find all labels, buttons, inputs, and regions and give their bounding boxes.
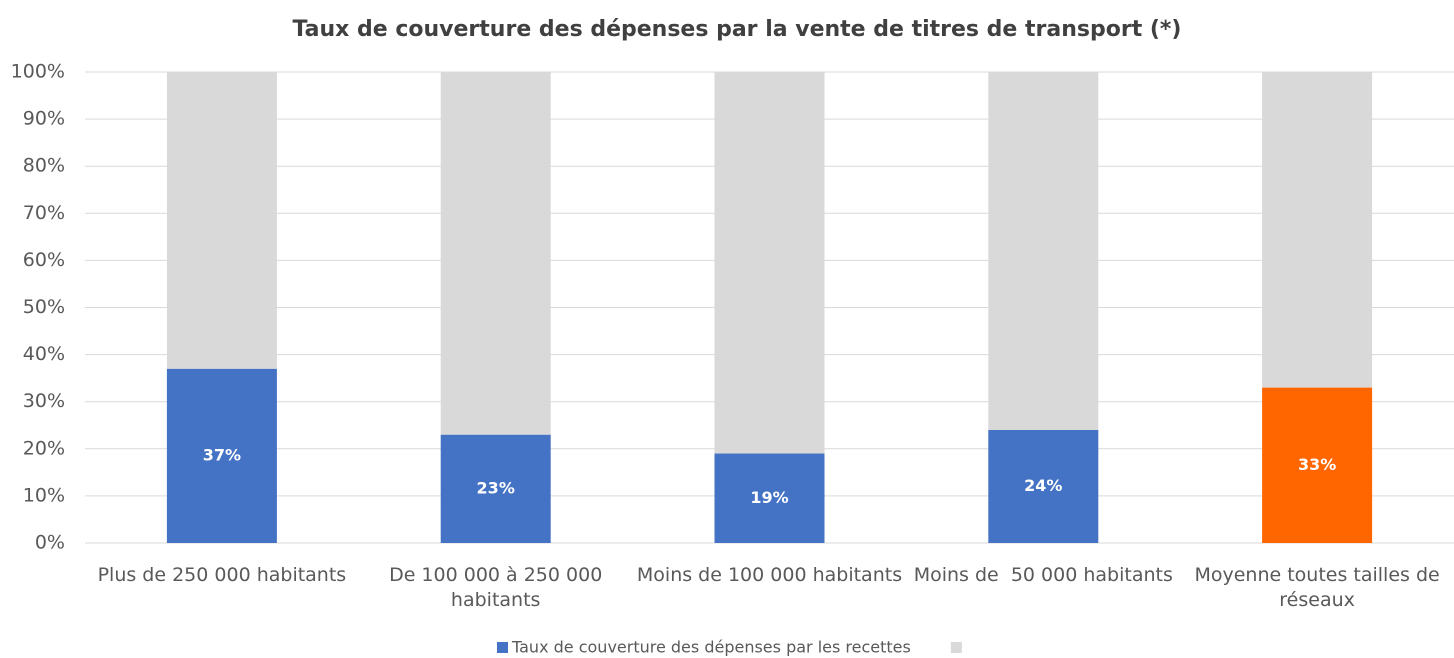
bar-segment (1262, 72, 1373, 388)
y-tick-label: 100% (11, 61, 65, 83)
y-tick-label: 40% (23, 343, 65, 365)
x-tick-label: Moyenne toutes tailles de réseaux (1194, 564, 1446, 611)
y-tick-label: 60% (23, 249, 65, 271)
chart-title: Taux de couverture des dépenses par la v… (293, 17, 1182, 42)
x-tick-label: Plus de 250 000 habitants (97, 564, 347, 586)
bar-segment (714, 72, 825, 454)
bar-segment (714, 453, 825, 543)
y-tick-label: 20% (23, 437, 65, 459)
bar-segment (166, 368, 277, 543)
data-label: 24% (1024, 476, 1062, 495)
x-tick-label: Moins de 50 000 habitants (913, 564, 1173, 586)
bar-segment (1262, 387, 1373, 543)
legend-swatch (497, 642, 508, 653)
y-tick-label: 70% (23, 202, 65, 224)
y-tick-label: 10% (23, 484, 65, 506)
data-label: 37% (203, 445, 241, 464)
legend-swatch (950, 642, 962, 653)
y-tick-label: 90% (23, 108, 65, 130)
y-tick-label: 0% (35, 532, 65, 554)
bar-segment (988, 429, 1099, 543)
data-label: 33% (1298, 455, 1336, 474)
y-tick-label: 50% (23, 296, 65, 318)
bar-segment (988, 72, 1099, 430)
x-tick-label: Moins de 100 000 habitants (636, 564, 903, 586)
bar-segment (440, 434, 551, 543)
bar-segment (166, 72, 277, 369)
data-label: 23% (477, 478, 515, 497)
bar-segment (440, 72, 551, 435)
y-tick-label: 30% (23, 390, 65, 412)
y-tick-label: 80% (23, 155, 65, 177)
x-tick-label: De 100 000 à 250 000 habitants (389, 564, 609, 611)
legend-label: Taux de couverture des dépenses par les … (511, 638, 911, 657)
data-label: 19% (750, 488, 788, 507)
